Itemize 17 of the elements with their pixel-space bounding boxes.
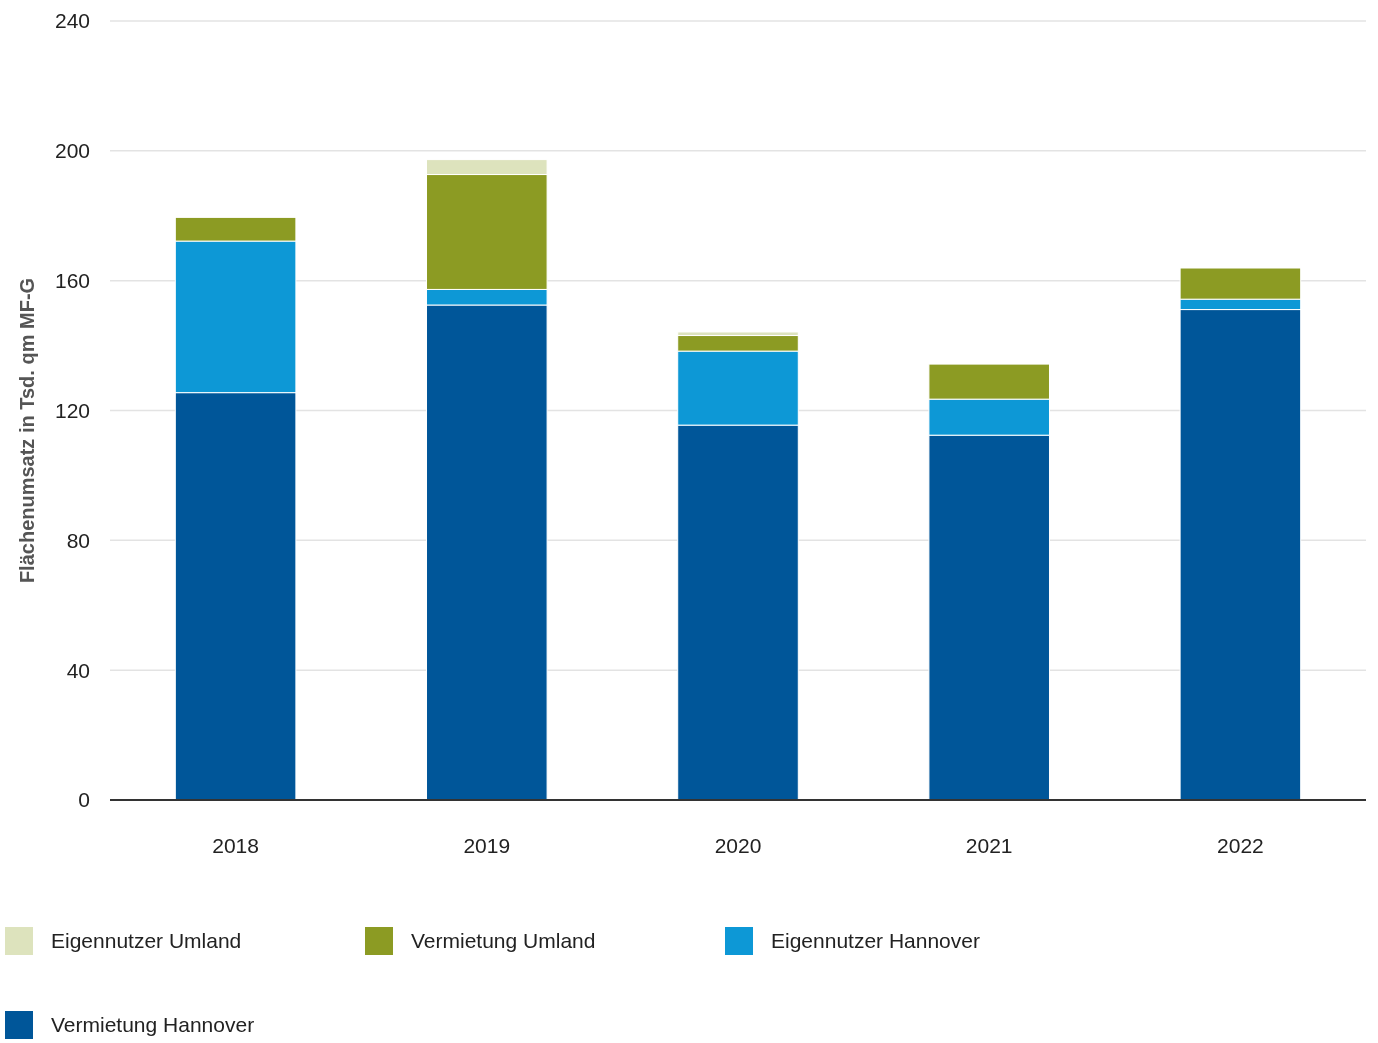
y-tick-label: 120: [54, 398, 90, 422]
x-tick-label: 2022: [1217, 834, 1264, 857]
x-tick-label: 2019: [463, 834, 511, 857]
x-tick-label: 2021: [965, 834, 1013, 857]
y-tick-label: 0: [78, 788, 90, 812]
y-tick-label: 40: [66, 658, 90, 682]
y-tick-label: 240: [54, 9, 90, 33]
x-tick-label: 2020: [714, 834, 762, 857]
legend-label: Eigennutzer Umland: [51, 929, 242, 953]
y-tick-label: 80: [66, 528, 90, 552]
legend-label: Vermietung Umland: [411, 929, 596, 953]
y-axis-title: Flächenumsatz in Tsd. qm MF-G: [16, 277, 38, 584]
x-tick-label: 2018: [212, 834, 259, 857]
y-tick-label: 200: [54, 139, 90, 163]
legend-label: Eigennutzer Hannover: [771, 929, 980, 953]
y-tick-label: 160: [54, 269, 90, 293]
legend-label: Vermietung Hannover: [51, 1013, 255, 1037]
